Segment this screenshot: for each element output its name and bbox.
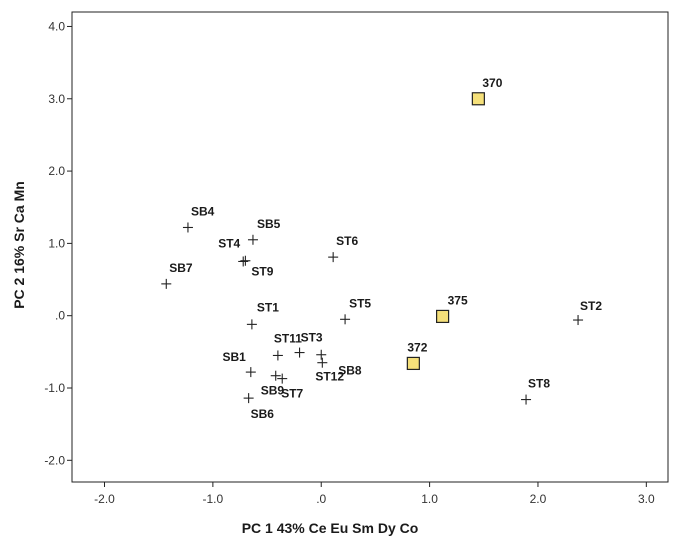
point-label: SB5 [257,217,281,231]
x-tick-label: -1.0 [203,492,224,506]
x-tick-label: 1.0 [421,492,438,506]
point-label: SB8 [338,364,362,378]
point-label: SB7 [169,261,193,275]
y-tick-label: 3.0 [48,92,65,106]
point-marker-plus [277,373,288,384]
y-axis-title: PC 2 16% Sr Ca Mn [11,181,27,309]
point-label: SB1 [222,350,246,364]
point-label: ST12 [315,370,344,384]
point-marker-plus [238,256,249,267]
point-label: SB9 [261,384,285,398]
point-marker-plus [573,315,584,326]
y-tick-label: 2.0 [48,164,65,178]
point-label: ST6 [336,234,358,248]
point-marker-plus [243,393,254,404]
point-marker-plus [240,255,251,266]
point-marker-plus [161,278,172,289]
point-label: SB6 [251,407,275,421]
point-marker-square [436,309,450,324]
point-marker-plus [521,394,532,405]
point-marker-plus [317,357,328,368]
y-tick-label: .0 [55,309,65,323]
point-label: 370 [482,76,502,90]
point-marker-plus [272,350,283,361]
point-marker-plus [328,252,339,263]
plot-frame [71,11,669,483]
y-tick-label: 4.0 [48,19,65,33]
y-tick-label: -2.0 [44,453,65,467]
x-tick-label: 3.0 [638,492,655,506]
point-marker-plus [247,234,258,245]
point-marker-plus [246,319,257,330]
point-marker-square [471,92,485,106]
y-tick-label: -1.0 [44,381,65,395]
point-marker-square [406,356,420,371]
x-tick-label: 2.0 [530,492,547,506]
point-label: SB4 [191,204,215,218]
point-label: ST5 [349,296,371,310]
point-label: ST9 [251,265,273,279]
point-label: ST7 [281,387,303,401]
x-tick-label: .0 [316,492,326,506]
point-label: ST8 [528,377,550,391]
point-marker-plus [316,349,327,360]
point-marker-plus [340,314,351,325]
point-label: ST1 [257,300,279,314]
x-tick-label: -2.0 [94,492,115,506]
point-label: ST4 [218,236,240,250]
point-label: ST3 [301,331,323,345]
x-axis-title: PC 1 43% Ce Eu Sm Dy Co [242,520,419,536]
point-marker-plus [245,367,256,378]
point-label: 375 [448,293,468,307]
point-label: ST11 [274,331,302,345]
point-marker-plus [294,347,305,358]
point-marker-plus [182,222,193,233]
point-marker-plus [270,370,281,381]
point-label: ST2 [580,299,602,313]
y-tick-label: 1.0 [48,236,65,250]
point-label: 372 [407,340,427,354]
